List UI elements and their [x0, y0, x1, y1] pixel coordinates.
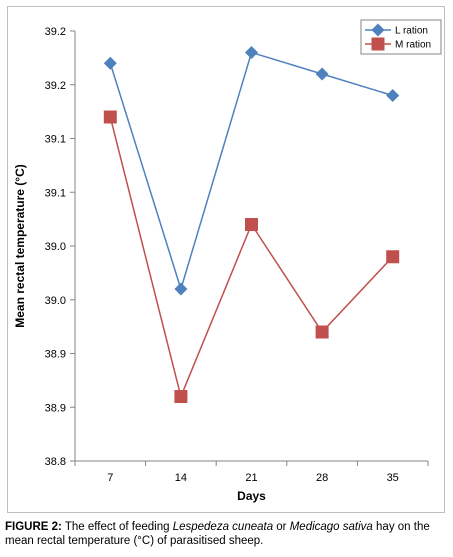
- series-1-point: [245, 46, 258, 59]
- series-2-point: [386, 250, 400, 264]
- series-1-point: [315, 67, 329, 81]
- y-tick-label: 39.2: [45, 80, 66, 92]
- x-tick-label: 7: [107, 472, 113, 484]
- line-chart: 38.8 38.9 38.9 39.0 39.0 39.1 39.1 39.2 39.2 7 14 2…: [13, 19, 442, 503]
- series-2-point: [174, 390, 188, 403]
- legend-marker-2: [371, 37, 385, 51]
- y-tick-label: 39.0: [45, 295, 66, 307]
- caption-species-2: Medicago sativa: [289, 521, 373, 533]
- legend-label-2: M ration: [395, 40, 431, 51]
- series-2-point: [315, 325, 329, 339]
- chart-frame: [7, 6, 445, 513]
- series-1-point: [103, 56, 117, 70]
- caption-text-3: hay on the mean rectal temperature (°C) …: [5, 521, 430, 547]
- y-tick-label: 38.8: [45, 456, 66, 468]
- x-tick-label: 21: [245, 472, 257, 484]
- figure-caption: FIGURE 2: The effect of feeding Lespedez…: [5, 520, 450, 548]
- y-tick-label: 39.1: [45, 187, 66, 199]
- legend-box: [360, 19, 442, 55]
- y-tick-label: 38.9: [45, 402, 66, 414]
- series-line-1: [109, 51, 393, 292]
- chart-area: 38.8 38.9 38.9 39.0 39.0 39.1 39.1 39.2 39.2 7 14 2…: [7, 6, 445, 513]
- y-tick-label: 39.0: [45, 241, 66, 253]
- y-tick-label: 38.9: [45, 349, 66, 361]
- x-tick-label: 35: [387, 472, 399, 484]
- series-1-point: [386, 89, 400, 102]
- series-1-point: [174, 282, 188, 296]
- x-axis-title: Days: [237, 489, 266, 503]
- caption-text-1: The effect of feeding: [61, 521, 173, 533]
- x-tick-label: 28: [316, 472, 328, 484]
- series-2-point: [245, 218, 258, 231]
- legend-label-1: L ration: [395, 26, 428, 37]
- caption-text-2: or: [273, 521, 290, 533]
- y-tick-label: 39.2: [45, 26, 66, 38]
- legend-marker-1: [371, 23, 385, 37]
- x-tick-label: 14: [175, 472, 187, 484]
- caption-species-1: Lespedeza cuneata: [172, 521, 274, 533]
- y-axis-title: Mean rectal temperature (°C): [13, 164, 27, 328]
- series-line-2: [109, 116, 394, 399]
- y-tick-label: 39.1: [45, 134, 66, 146]
- caption-label: FIGURE 2:: [5, 521, 62, 533]
- series-2-point: [103, 110, 117, 124]
